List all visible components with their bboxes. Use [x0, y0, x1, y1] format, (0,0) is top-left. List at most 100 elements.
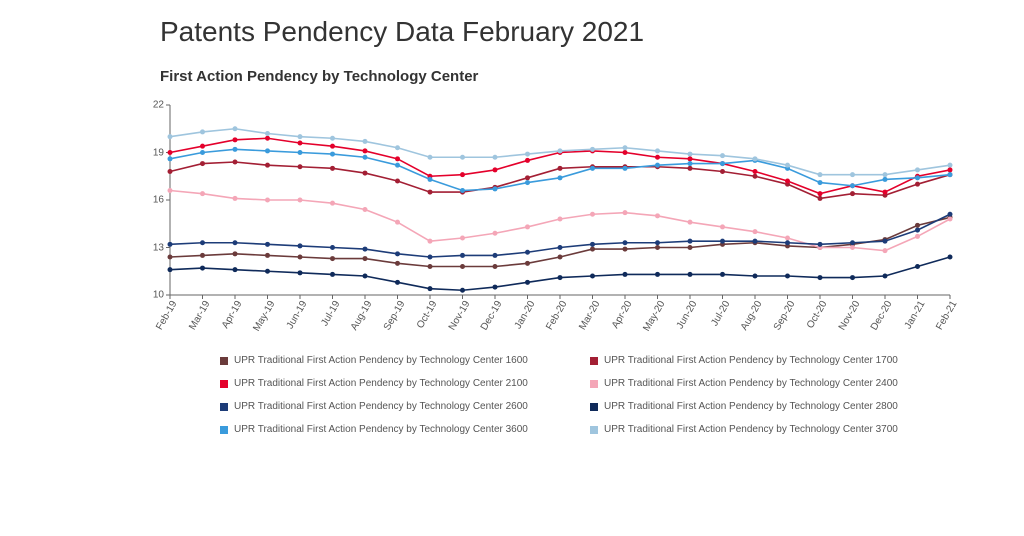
- legend-swatch: [590, 426, 598, 434]
- x-tick-label: Jan-21: [902, 299, 927, 331]
- series-marker: [395, 261, 400, 266]
- legend-label: UPR Traditional First Action Pendency by…: [604, 355, 898, 366]
- series-marker: [493, 231, 498, 236]
- chart-svg: [170, 105, 950, 295]
- series-marker: [493, 264, 498, 269]
- series-marker: [168, 150, 173, 155]
- series-marker: [720, 161, 725, 166]
- series-marker: [493, 167, 498, 172]
- series-marker: [395, 280, 400, 285]
- series-marker: [558, 166, 563, 171]
- series-marker: [363, 274, 368, 279]
- series-marker: [558, 148, 563, 153]
- series-marker: [330, 144, 335, 149]
- series-marker: [753, 274, 758, 279]
- series-marker: [785, 240, 790, 245]
- y-tick-label: 13: [153, 242, 164, 253]
- series-marker: [818, 196, 823, 201]
- series-marker: [915, 182, 920, 187]
- series-marker: [168, 134, 173, 139]
- series-marker: [655, 148, 660, 153]
- legend-item: UPR Traditional First Action Pendency by…: [220, 355, 570, 366]
- series-marker: [720, 239, 725, 244]
- series-marker: [265, 136, 270, 141]
- series-marker: [200, 266, 205, 271]
- series-marker: [395, 163, 400, 168]
- series-marker: [265, 131, 270, 136]
- series-marker: [200, 150, 205, 155]
- x-tick-label: Nov-20: [836, 299, 862, 332]
- legend-swatch: [220, 426, 228, 434]
- series-marker: [655, 272, 660, 277]
- x-tick-label: Aug-19: [349, 299, 375, 332]
- series-marker: [493, 186, 498, 191]
- series-marker: [720, 169, 725, 174]
- series-marker: [948, 255, 953, 260]
- series-marker: [233, 160, 238, 165]
- series-marker: [395, 179, 400, 184]
- series-marker: [720, 153, 725, 158]
- series-marker: [558, 175, 563, 180]
- series-marker: [590, 147, 595, 152]
- legend-label: UPR Traditional First Action Pendency by…: [234, 355, 528, 366]
- series-marker: [363, 256, 368, 261]
- series-marker: [525, 250, 530, 255]
- x-tick-label: Apr-19: [220, 299, 245, 330]
- series-marker: [363, 139, 368, 144]
- line-chart: 1013161922: [170, 105, 950, 295]
- series-marker: [623, 240, 628, 245]
- series-marker: [298, 134, 303, 139]
- series-marker: [948, 167, 953, 172]
- series-marker: [720, 272, 725, 277]
- legend-item: UPR Traditional First Action Pendency by…: [220, 401, 570, 412]
- x-tick-label: Jun-20: [675, 299, 700, 331]
- series-marker: [688, 245, 693, 250]
- series-marker: [233, 251, 238, 256]
- series-marker: [525, 280, 530, 285]
- series-marker: [655, 155, 660, 160]
- y-tick-label: 16: [153, 195, 164, 206]
- series-marker: [265, 253, 270, 258]
- x-tick-label: Apr-20: [610, 299, 635, 330]
- series-marker: [460, 288, 465, 293]
- series-marker: [168, 156, 173, 161]
- series-marker: [688, 239, 693, 244]
- series-marker: [818, 172, 823, 177]
- series-marker: [363, 155, 368, 160]
- series-marker: [460, 264, 465, 269]
- series-marker: [330, 256, 335, 261]
- series-marker: [525, 180, 530, 185]
- series-marker: [298, 141, 303, 146]
- series-marker: [590, 242, 595, 247]
- series-marker: [915, 223, 920, 228]
- series-marker: [948, 163, 953, 168]
- series-marker: [168, 255, 173, 260]
- series-marker: [428, 177, 433, 182]
- series-marker: [623, 150, 628, 155]
- series-marker: [850, 240, 855, 245]
- series-marker: [850, 183, 855, 188]
- series-marker: [915, 175, 920, 180]
- series-marker: [688, 161, 693, 166]
- series-marker: [265, 269, 270, 274]
- series-marker: [363, 247, 368, 252]
- legend-label: UPR Traditional First Action Pendency by…: [234, 378, 528, 389]
- series-marker: [590, 212, 595, 217]
- series-marker: [883, 172, 888, 177]
- series-marker: [525, 175, 530, 180]
- series-marker: [363, 207, 368, 212]
- x-tick-label: Jul-20: [709, 299, 732, 328]
- series-marker: [395, 220, 400, 225]
- series-marker: [363, 171, 368, 176]
- series-marker: [883, 248, 888, 253]
- series-marker: [493, 155, 498, 160]
- series-marker: [688, 152, 693, 157]
- series-marker: [558, 245, 563, 250]
- series-marker: [558, 275, 563, 280]
- legend-item: UPR Traditional First Action Pendency by…: [590, 401, 940, 412]
- series-marker: [200, 191, 205, 196]
- series-marker: [298, 150, 303, 155]
- x-tick-label: Jan-20: [512, 299, 537, 331]
- series-marker: [818, 191, 823, 196]
- legend-label: UPR Traditional First Action Pendency by…: [234, 401, 528, 412]
